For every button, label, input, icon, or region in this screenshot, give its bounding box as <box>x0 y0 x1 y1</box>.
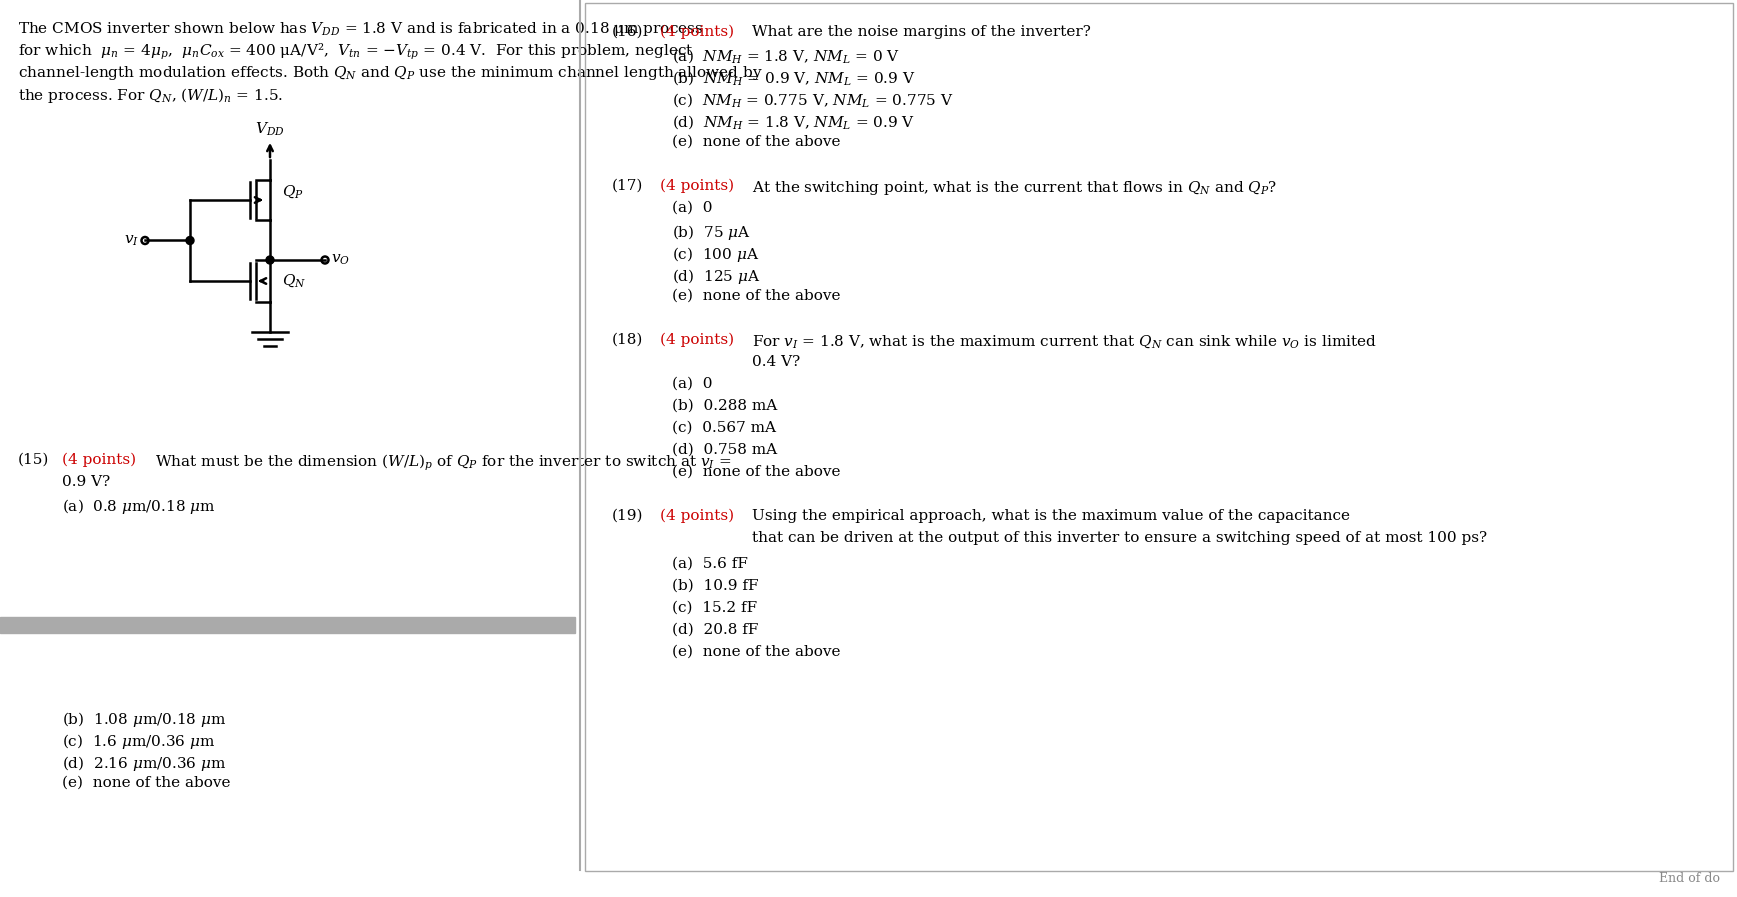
Text: that can be driven at the output of this inverter to ensure a switching speed of: that can be driven at the output of this… <box>752 531 1487 545</box>
Text: (c)  15.2 fF: (c) 15.2 fF <box>672 601 757 615</box>
Bar <box>585 3 1734 871</box>
Circle shape <box>266 256 274 264</box>
Text: (c)  $NM_H$ = 0.775 V, $NM_L$ = 0.775 V: (c) $NM_H$ = 0.775 V, $NM_L$ = 0.775 V <box>672 91 954 109</box>
Text: (a)  0: (a) 0 <box>672 377 712 391</box>
Text: (16): (16) <box>611 25 643 39</box>
Text: (e)  none of the above: (e) none of the above <box>672 465 841 479</box>
Text: $Q_P$: $Q_P$ <box>281 184 304 200</box>
Text: 0.4 V?: 0.4 V? <box>752 355 801 369</box>
Text: (d)  2.16 $\mu$m/0.36 $\mu$m: (d) 2.16 $\mu$m/0.36 $\mu$m <box>63 754 226 773</box>
Text: At the switching point, what is the current that flows in $Q_N$ and $Q_P$?: At the switching point, what is the curr… <box>752 179 1277 197</box>
Text: For $v_I$ = 1.8 V, what is the maximum current that $Q_N$ can sink while $v_O$ i: For $v_I$ = 1.8 V, what is the maximum c… <box>752 333 1377 350</box>
Circle shape <box>141 237 148 244</box>
Text: (4 points): (4 points) <box>660 509 735 523</box>
Text: (4 points): (4 points) <box>660 333 735 347</box>
Text: 0.9 V?: 0.9 V? <box>63 475 109 489</box>
Circle shape <box>321 257 328 264</box>
Text: (15): (15) <box>17 453 49 467</box>
Text: End of do: End of do <box>1659 872 1720 885</box>
Text: (e)  none of the above: (e) none of the above <box>672 289 841 303</box>
Text: What must be the dimension $(W/L)_p$ of $Q_P$ for the inverter to switch at $v_I: What must be the dimension $(W/L)_p$ of … <box>155 453 731 474</box>
Text: (4 points): (4 points) <box>63 453 135 467</box>
Text: (d)  $NM_H$ = 1.8 V, $NM_L$ = 0.9 V: (d) $NM_H$ = 1.8 V, $NM_L$ = 0.9 V <box>672 113 915 131</box>
Text: (c)  100 $\mu$A: (c) 100 $\mu$A <box>672 245 759 264</box>
Text: (a)  0: (a) 0 <box>672 201 712 215</box>
Bar <box>0 617 575 633</box>
Text: (b)  10.9 fF: (b) 10.9 fF <box>672 579 759 593</box>
Text: $Q_N$: $Q_N$ <box>281 273 306 290</box>
Text: (a)  $NM_H$ = 1.8 V, $NM_L$ = 0 V: (a) $NM_H$ = 1.8 V, $NM_L$ = 0 V <box>672 47 900 65</box>
Text: (b)  75 $\mu$A: (b) 75 $\mu$A <box>672 223 750 242</box>
Text: The CMOS inverter shown below has $V_{DD}$ = 1.8 V and is fabricated in a 0.18 μ: The CMOS inverter shown below has $V_{DD… <box>17 20 703 38</box>
Text: (a)  5.6 fF: (a) 5.6 fF <box>672 557 749 571</box>
Text: (d)  20.8 fF: (d) 20.8 fF <box>672 623 759 637</box>
Text: (e)  none of the above: (e) none of the above <box>63 776 231 790</box>
Text: (a)  0.8 $\mu$m/0.18 $\mu$m: (a) 0.8 $\mu$m/0.18 $\mu$m <box>63 497 215 516</box>
Text: for which  $\mu_n$ = 4$\mu_p$,  $\mu_n C_{ox}$ = 400 μA/V²,  $V_{tn}$ = −$V_{tp}: for which $\mu_n$ = 4$\mu_p$, $\mu_n C_{… <box>17 42 693 62</box>
Text: (d)  125 $\mu$A: (d) 125 $\mu$A <box>672 267 761 286</box>
Circle shape <box>186 237 195 245</box>
Text: (c)  1.6 $\mu$m/0.36 $\mu$m: (c) 1.6 $\mu$m/0.36 $\mu$m <box>63 732 215 751</box>
Text: (b)  1.08 $\mu$m/0.18 $\mu$m: (b) 1.08 $\mu$m/0.18 $\mu$m <box>63 710 226 729</box>
Text: (b)  0.288 mA: (b) 0.288 mA <box>672 399 776 413</box>
Text: Using the empirical approach, what is the maximum value of the capacitance: Using the empirical approach, what is th… <box>752 509 1350 523</box>
Text: $V_{DD}$: $V_{DD}$ <box>255 120 285 138</box>
Text: the process. For $Q_N$, $(W/L)_n$ = 1.5.: the process. For $Q_N$, $(W/L)_n$ = 1.5. <box>17 86 283 105</box>
Text: $v_O$: $v_O$ <box>332 253 351 267</box>
Text: (19): (19) <box>611 509 643 523</box>
Text: (18): (18) <box>611 333 643 347</box>
Text: What are the noise margins of the inverter?: What are the noise margins of the invert… <box>752 25 1091 39</box>
Text: (c)  0.567 mA: (c) 0.567 mA <box>672 421 776 435</box>
Text: channel-length modulation effects. Both $Q_N$ and $Q_P$ use the minimum channel : channel-length modulation effects. Both … <box>17 64 763 82</box>
Text: (4 points): (4 points) <box>660 179 735 194</box>
Text: $v_I$: $v_I$ <box>123 233 139 248</box>
Text: (17): (17) <box>611 179 643 193</box>
Text: (e)  none of the above: (e) none of the above <box>672 135 841 149</box>
Text: (e)  none of the above: (e) none of the above <box>672 645 841 659</box>
Text: (4 points): (4 points) <box>660 25 735 39</box>
Text: (d)  0.758 mA: (d) 0.758 mA <box>672 443 776 457</box>
Text: (b)  $NM_H$ = 0.9 V, $NM_L$ = 0.9 V: (b) $NM_H$ = 0.9 V, $NM_L$ = 0.9 V <box>672 69 915 87</box>
